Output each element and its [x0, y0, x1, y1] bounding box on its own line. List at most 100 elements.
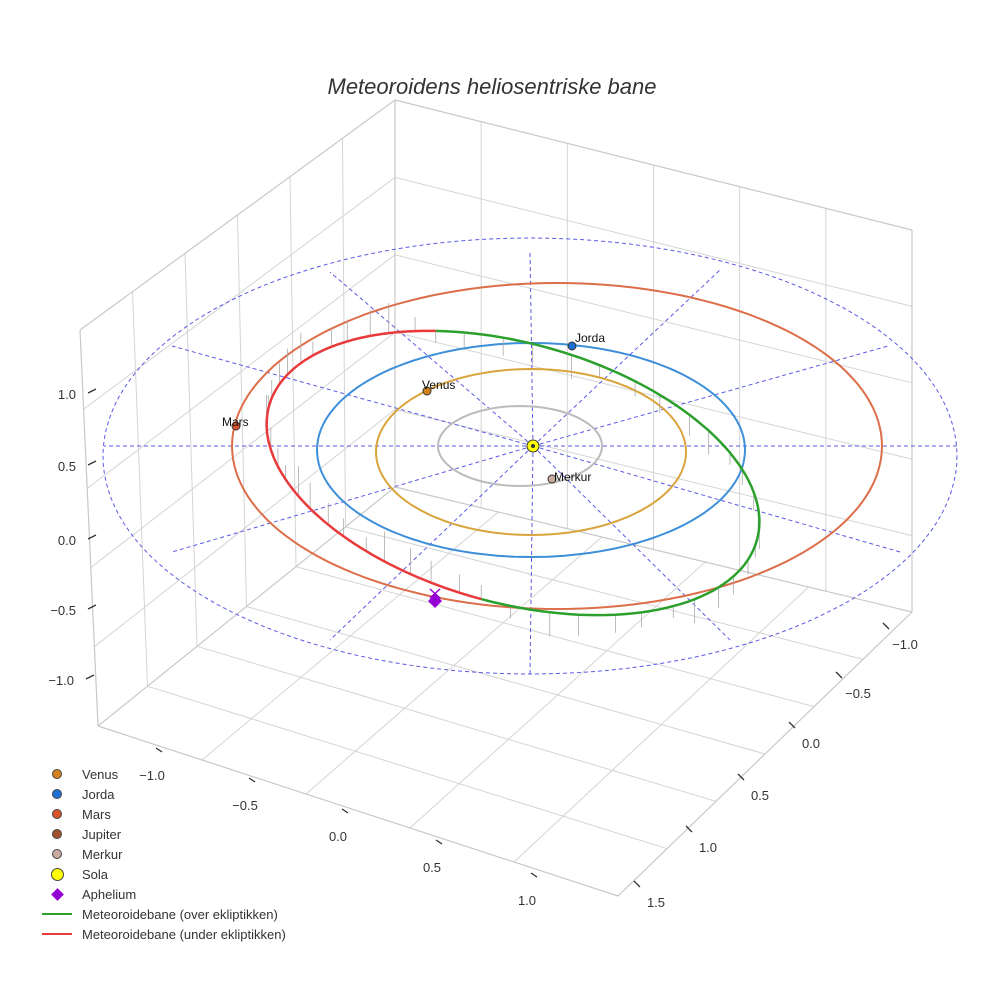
- box-edge: [97, 486, 396, 727]
- wall-grid-line: [132, 291, 148, 687]
- x-tick-label: 0.0: [802, 736, 820, 751]
- ecliptic-spoke: [532, 445, 901, 553]
- meteoroid-orbit-over: [435, 329, 761, 617]
- chart-title: Meteoroidens heliosentriske bane: [327, 74, 657, 99]
- x-tick-mark: [685, 825, 693, 833]
- wall-grid-line: [289, 176, 297, 567]
- wall-grid-line: [394, 331, 913, 460]
- floor-grid-line: [295, 566, 815, 708]
- floor-grid-line: [305, 536, 603, 795]
- legend-label: Aphelium: [82, 886, 137, 902]
- venus-orbit: [374, 367, 687, 537]
- z-tick-label: 0.5: [58, 459, 76, 474]
- z-tick-label: −1.0: [48, 673, 74, 688]
- legend-label: Jupiter: [82, 826, 122, 842]
- y-tick-mark: [155, 747, 163, 753]
- z-tick-label: −0.5: [50, 603, 76, 618]
- y-tick-label: 0.5: [423, 860, 441, 875]
- legend-item: Merkur: [38, 844, 368, 864]
- floor-grid-line: [246, 606, 766, 755]
- wall-grid-line: [394, 176, 913, 307]
- x-tick-label: −1.0: [892, 637, 918, 652]
- ecliptic-spoke: [529, 445, 534, 677]
- x-tick-label: 0.5: [751, 788, 769, 803]
- y-tick-label: 1.0: [518, 893, 536, 908]
- box-edge: [394, 99, 913, 231]
- meteoroid-orbit-group: [265, 329, 761, 617]
- x-tick-mark: [882, 622, 890, 630]
- tick-labels-group: −1.0 −0.5 0.0 0.5 1.0 −1.0 −0.5 0.0 0.5 1.0 −1.0 −0…: [48, 387, 918, 910]
- legend-dot-icon: [52, 789, 62, 799]
- z-tick-label: 0.0: [58, 533, 76, 548]
- legend-label: Venus: [82, 766, 119, 782]
- wall-grid-line: [83, 176, 396, 410]
- wall-grid-line: [237, 214, 247, 607]
- x-tick-mark: [737, 773, 745, 781]
- legend-symbol: [38, 844, 76, 864]
- legend-symbol: [38, 864, 76, 884]
- wall-grid-line: [394, 409, 913, 537]
- y-tick-label: −1.0: [139, 768, 165, 783]
- legend-dot-icon: [52, 769, 62, 779]
- floor-grid-line: [345, 526, 864, 660]
- x-tick-mark: [788, 721, 796, 729]
- x-tick-mark: [835, 671, 843, 679]
- legend-symbol: [38, 884, 76, 904]
- legend-item: Sola: [38, 864, 368, 884]
- jorda-label: Jorda: [575, 331, 605, 345]
- z-tick-mark: [87, 460, 97, 466]
- aphelium-cross: [429, 588, 441, 599]
- legend-label: Meteoroidebane (under ekliptikken): [82, 926, 286, 942]
- y-tick-label: 0.0: [329, 829, 347, 844]
- y-tick-mark: [530, 872, 538, 878]
- merkur-label: Merkur: [554, 470, 591, 484]
- legend-symbol: [38, 904, 76, 924]
- z-tick-mark: [87, 534, 97, 540]
- legend-item: Jupiter: [38, 824, 368, 844]
- floor-grid-line: [513, 586, 809, 863]
- legend-item: Jorda: [38, 784, 368, 804]
- legend-sun-icon: [50, 867, 64, 881]
- ecliptic-spoke: [532, 269, 721, 447]
- wall-grid-line: [94, 409, 396, 648]
- legend-symbol: [38, 924, 76, 944]
- mars-marker: [231, 421, 241, 431]
- box-edge: [97, 725, 619, 897]
- z-tick-mark: [87, 604, 97, 610]
- box-edge: [394, 486, 913, 613]
- legend-item: Venus: [38, 764, 368, 784]
- legend-item: Meteoroidebane (over ekliptikken): [38, 904, 368, 924]
- venus-marker: [422, 386, 432, 396]
- markers-group: Venus Jorda Mars Merkur: [222, 331, 605, 608]
- y-tick-label: −0.5: [232, 798, 258, 813]
- z-tick-label: 1.0: [58, 387, 76, 402]
- ecliptic-spoke: [329, 271, 534, 447]
- legend-symbol: [38, 824, 76, 844]
- box-edge: [79, 99, 396, 331]
- floor-grid-line: [201, 511, 499, 761]
- jupiter-orbit: [102, 237, 958, 675]
- y-tick-mark: [341, 808, 349, 814]
- legend-item: Meteoroidebane (under ekliptikken): [38, 924, 368, 944]
- wall-grid-line: [90, 331, 396, 568]
- y-tick-mark: [435, 839, 443, 845]
- floor-grid-line: [409, 561, 706, 829]
- legend-dot-icon: [52, 809, 62, 819]
- earth-orbit: [315, 341, 746, 559]
- ecliptic-spoke: [171, 445, 534, 553]
- z-tick-mark: [85, 674, 95, 680]
- legend-item: Aphelium: [38, 884, 368, 904]
- meteoroid-orbit-under: [265, 329, 482, 601]
- x-tick-mark: [633, 880, 641, 888]
- y-tick-mark: [248, 777, 256, 783]
- legend-diamond-icon: [50, 887, 64, 901]
- ecliptic-spoke: [171, 345, 534, 447]
- wall-grid-line: [394, 254, 913, 384]
- legend-line-icon: [42, 933, 72, 935]
- x-tick-label: 1.5: [647, 895, 665, 910]
- x-tick-label: 1.0: [699, 840, 717, 855]
- orbit-stems-group: [266, 303, 760, 637]
- legend-line-icon: [42, 913, 72, 915]
- legend-symbol: [38, 804, 76, 824]
- floor-grid-line: [147, 685, 668, 850]
